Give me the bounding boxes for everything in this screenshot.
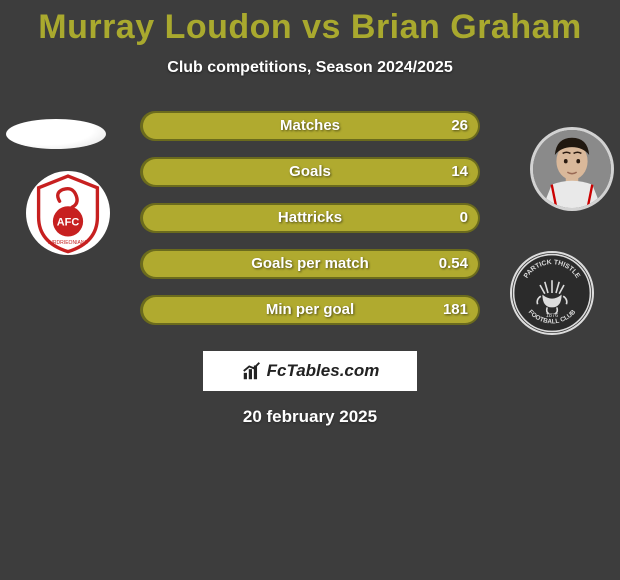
watermark-text: FcTables.com (267, 361, 380, 381)
club-left-label: AFC (57, 217, 80, 229)
stat-label: Min per goal (140, 295, 480, 325)
stat-label: Hattricks (140, 203, 480, 233)
stat-value-right: 26 (451, 111, 468, 141)
stat-row: Goals per match0.54 (140, 249, 480, 279)
page-title: Murray Loudon vs Brian Graham (0, 8, 620, 47)
svg-text:1876: 1876 (546, 313, 558, 319)
stat-row: Hattricks0 (140, 203, 480, 233)
stat-value-right: 14 (451, 157, 468, 187)
stat-row: Min per goal181 (140, 295, 480, 325)
stats-area: AFC AIRDRIEONIANS (0, 111, 620, 341)
player-right-avatar (530, 127, 614, 211)
thistle-icon: PARTICK THISTLE FOOTBALL CLUB 1876 (512, 253, 592, 333)
watermark: FcTables.com (203, 351, 417, 391)
stat-label: Goals (140, 157, 480, 187)
date-text: 20 february 2025 (0, 407, 620, 427)
infographic-container: Murray Loudon vs Brian Graham Club compe… (0, 0, 620, 580)
stat-label: Matches (140, 111, 480, 141)
club-right-logo: PARTICK THISTLE FOOTBALL CLUB 1876 (510, 251, 594, 335)
stat-row: Matches26 (140, 111, 480, 141)
bar-chart-icon (241, 360, 263, 382)
stat-value-right: 0 (460, 203, 468, 233)
stat-value-right: 181 (443, 295, 468, 325)
stat-bars: Matches26 Goals14 Hattricks0 Goals per matc… (140, 111, 480, 341)
svg-text:AIRDRIEONIANS: AIRDRIEONIANS (48, 240, 88, 246)
subtitle: Club competitions, Season 2024/2025 (0, 59, 620, 77)
player-left-avatar (6, 119, 106, 149)
stat-value-right: 0.54 (439, 249, 468, 279)
stat-row: Goals14 (140, 157, 480, 187)
stat-label: Goals per match (140, 249, 480, 279)
shield-icon: AFC AIRDRIEONIANS (26, 171, 110, 255)
club-left-logo: AFC AIRDRIEONIANS (26, 171, 110, 255)
